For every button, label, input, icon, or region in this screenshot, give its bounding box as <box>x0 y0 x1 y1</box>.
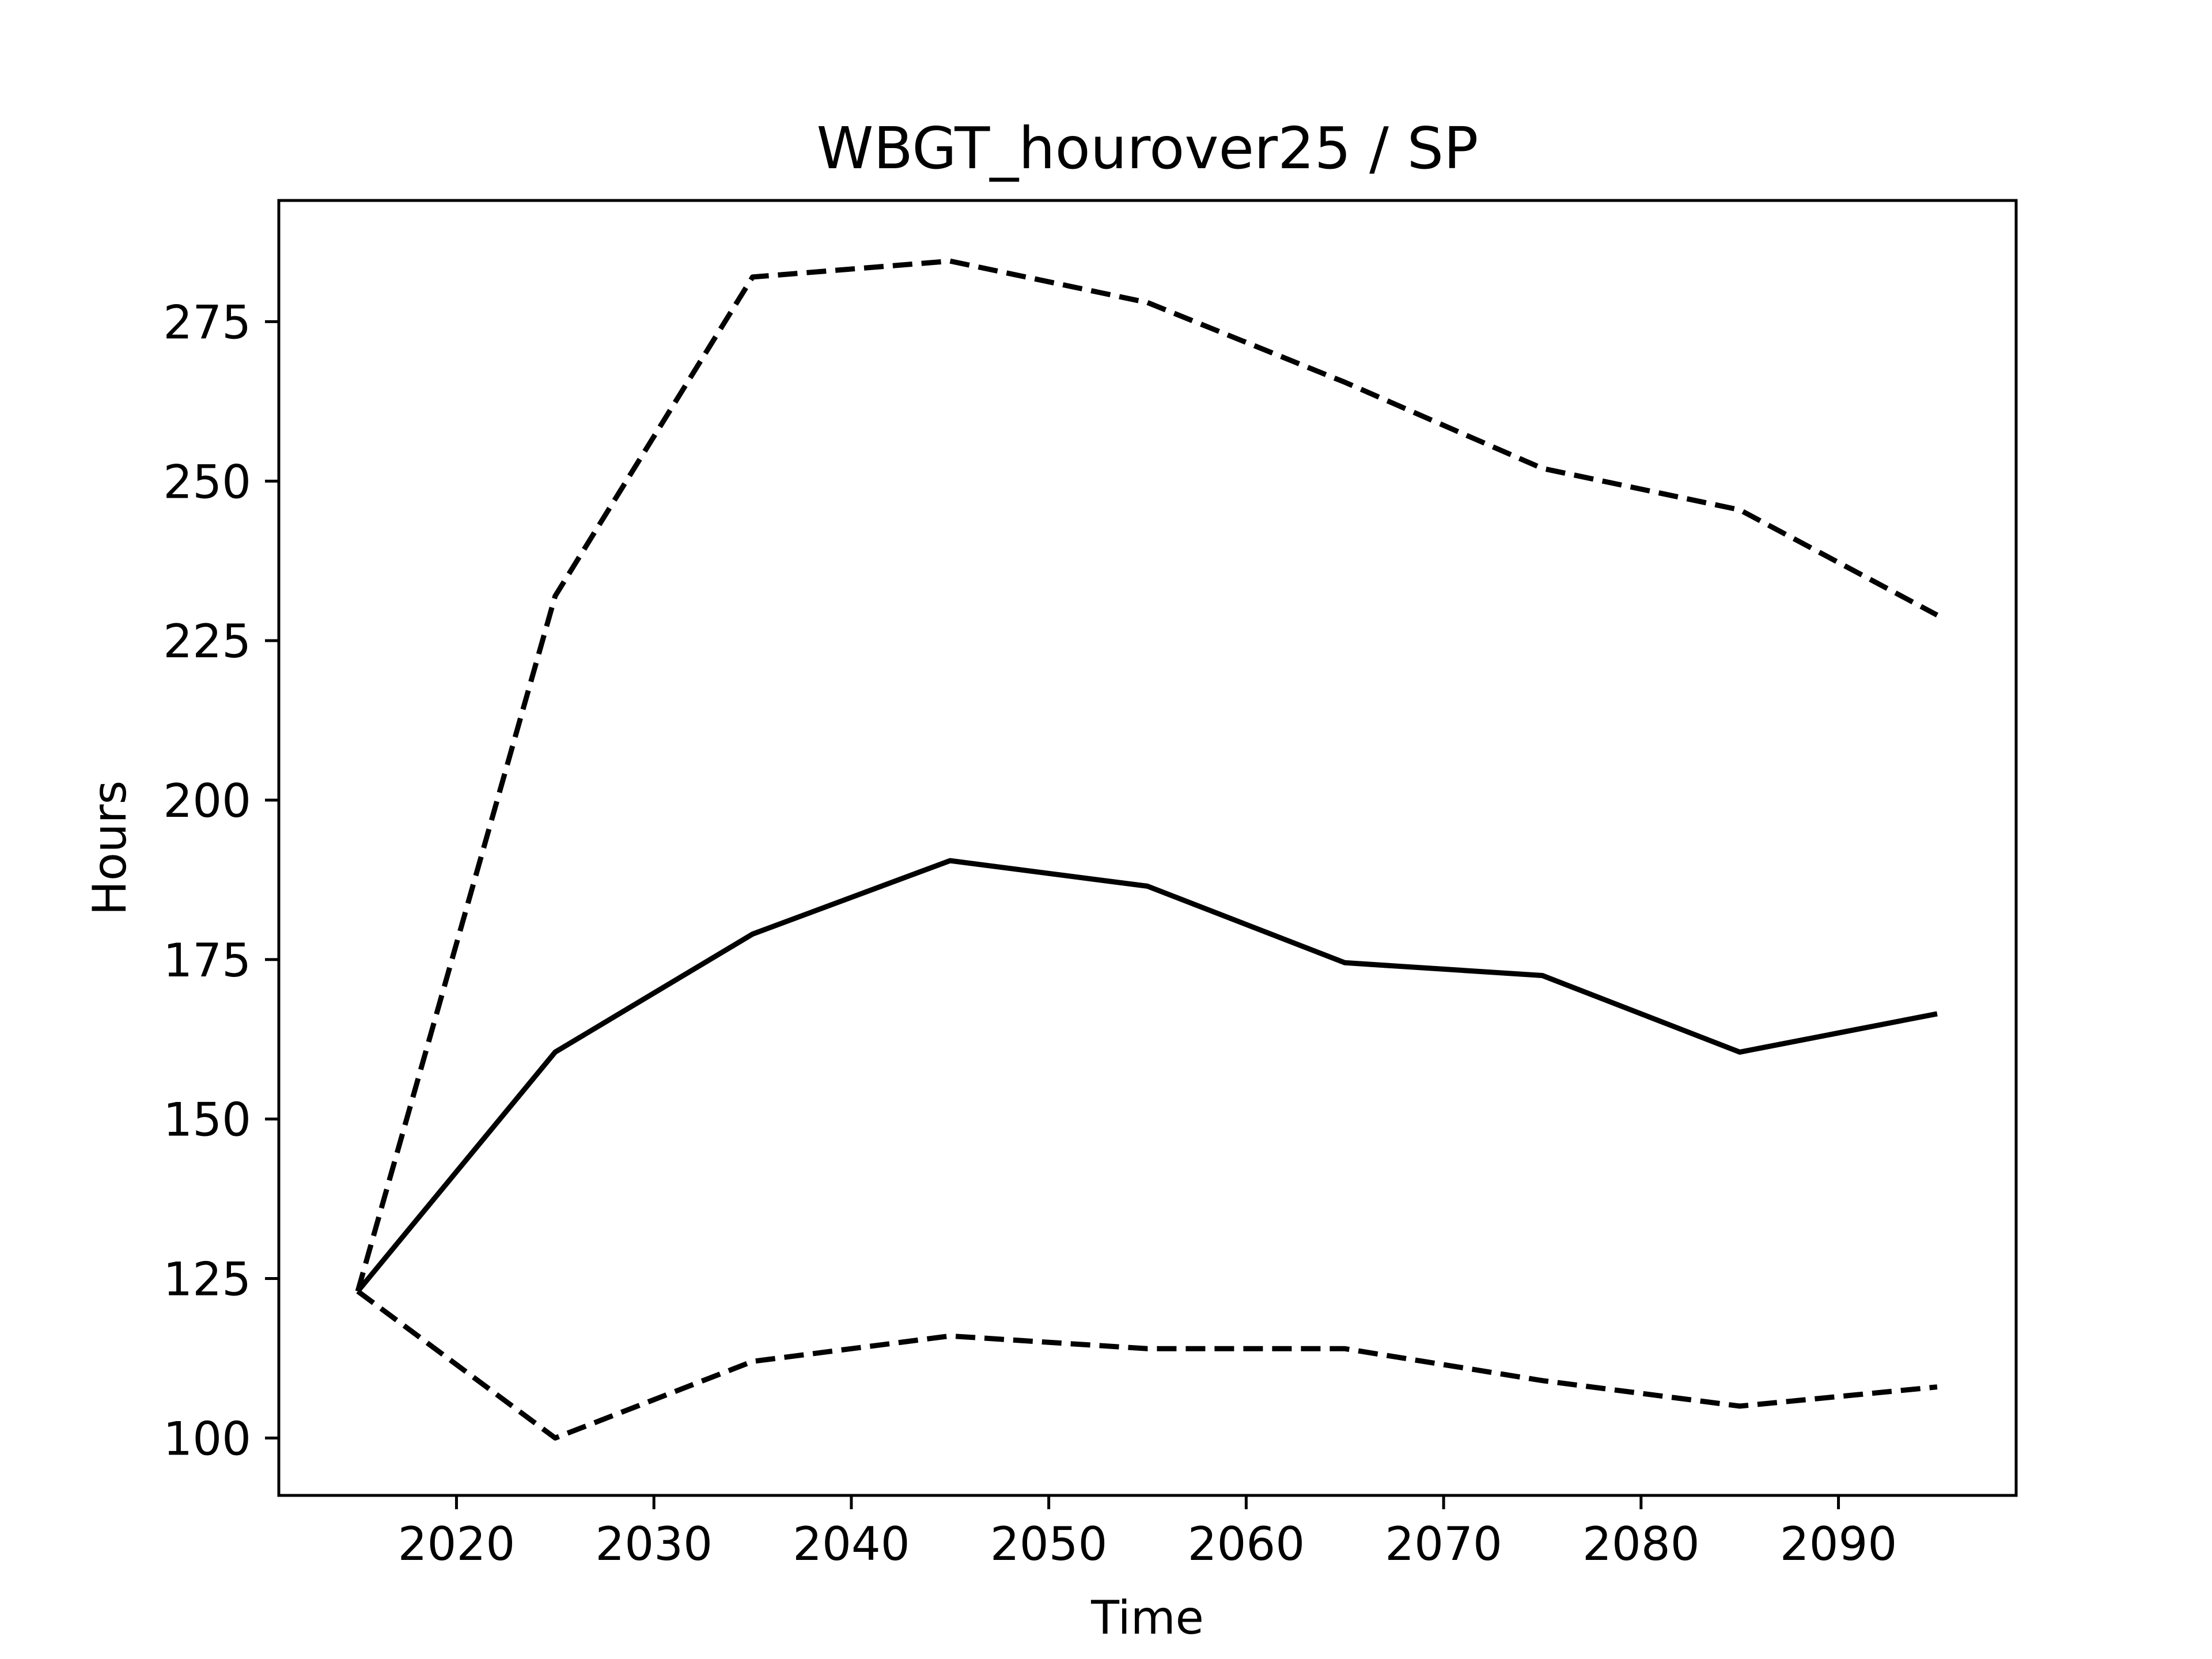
x-tick-label: 2020 <box>398 1517 516 1571</box>
series-layer <box>355 258 1939 1441</box>
series-line-2 <box>355 858 1938 1293</box>
y-axis-label: Hours <box>83 781 137 915</box>
x-tick-label: 2090 <box>1780 1517 1897 1571</box>
chart-title: WBGT_hourover25 / SP <box>817 115 1479 182</box>
y-tick-label: 275 <box>163 296 251 349</box>
y-tick-label: 150 <box>163 1093 251 1147</box>
x-tick-label: 2070 <box>1385 1517 1502 1571</box>
x-axis-label: Time <box>1090 1591 1204 1645</box>
x-tick-label: 2050 <box>990 1517 1108 1571</box>
plot-area-frame <box>277 199 2018 1497</box>
x-tick-label: 2040 <box>793 1517 910 1571</box>
y-tick-label: 100 <box>163 1412 251 1465</box>
x-tick-label: 2080 <box>1582 1517 1700 1571</box>
series-line-3 <box>356 1289 1938 1441</box>
y-tick-label: 200 <box>163 774 251 828</box>
y-tick-label: 175 <box>163 934 251 987</box>
y-tick-label: 125 <box>163 1252 251 1306</box>
y-axis-ticks: 100 125 150 175 200 225 250 275 <box>163 296 279 1465</box>
series-line-1 <box>355 258 1939 1292</box>
x-tick-label: 2060 <box>1188 1517 1305 1571</box>
x-axis-ticks: 2020 2030 2040 2050 2060 2070 2080 2090 <box>398 1495 1897 1571</box>
y-tick-label: 225 <box>163 615 251 668</box>
x-tick-label: 2030 <box>595 1517 713 1571</box>
y-tick-label: 250 <box>163 455 251 509</box>
